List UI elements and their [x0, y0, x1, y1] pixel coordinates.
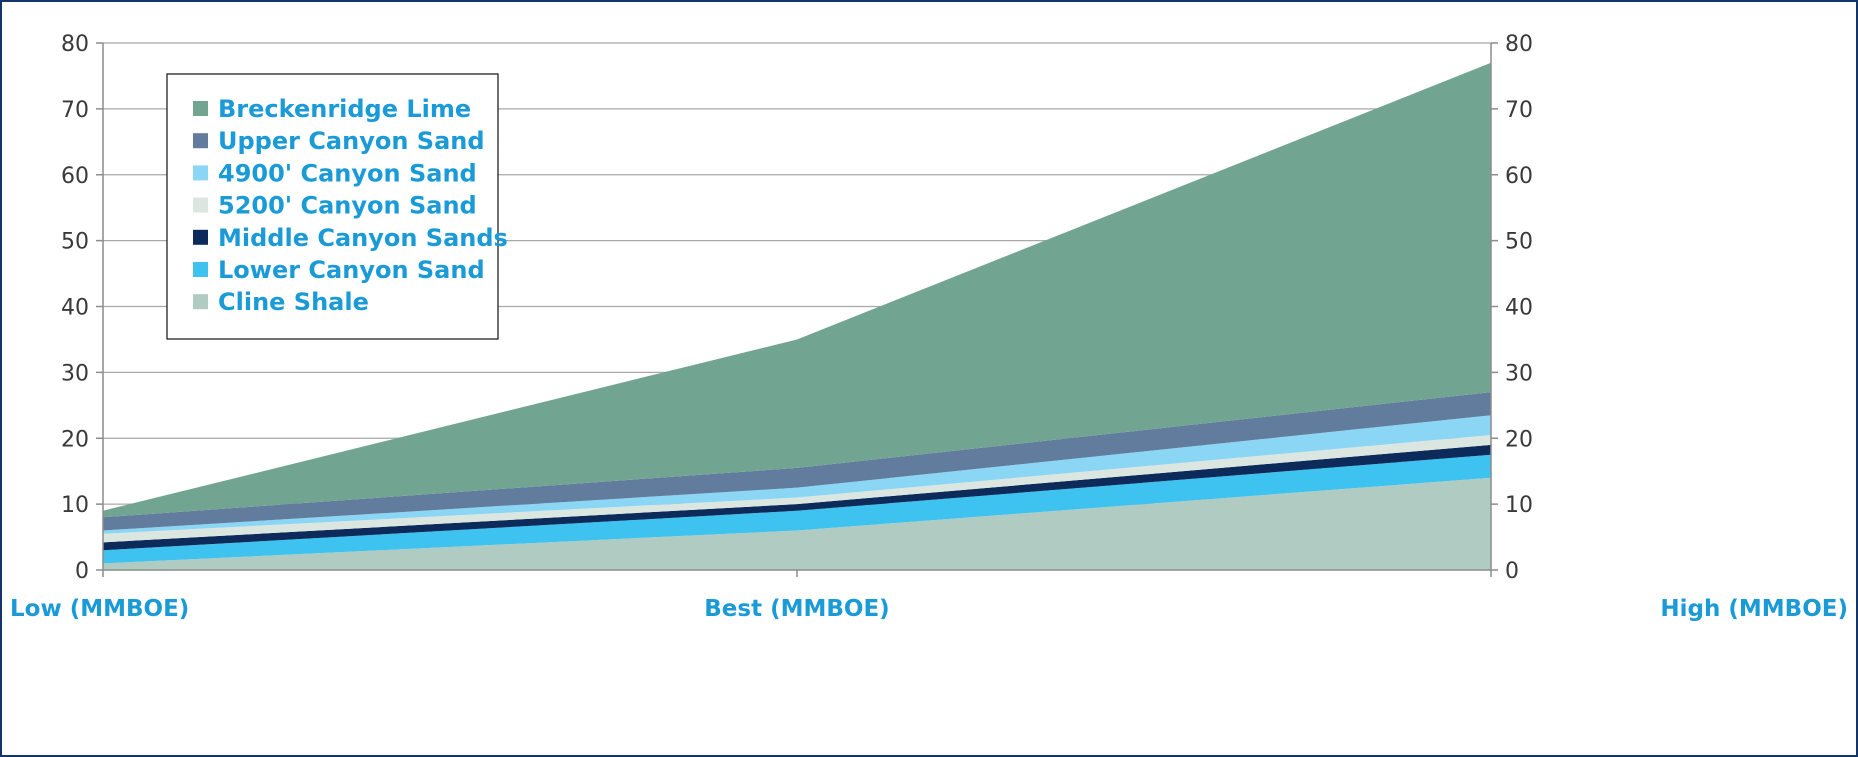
legend-label-breckenridge-lime: Breckenridge Lime: [218, 95, 471, 123]
right-tick-label-50: 50: [1505, 230, 1533, 255]
left-tick-label-80: 80: [61, 32, 89, 57]
left-tick-label-50: 50: [61, 230, 89, 255]
right-tick-label-80: 80: [1505, 32, 1533, 57]
area-series: [103, 62, 1491, 570]
left-tick-label-0: 0: [75, 559, 89, 584]
legend-label-middle-canyon-sands: Middle Canyon Sands: [218, 224, 508, 252]
area-breckenridge-lime: [103, 62, 1491, 518]
left-tick-label-20: 20: [61, 427, 89, 452]
right-tick-label-60: 60: [1505, 164, 1533, 189]
legend-swatch-breckenridge-lime: [193, 101, 208, 116]
category-label-best-mmboe: Best (MMBOE): [704, 596, 889, 622]
category-label-high-mmboe: High (MMBOE): [1660, 596, 1848, 622]
right-tick-label-0: 0: [1505, 559, 1519, 584]
legend-swatch-middle-canyon-sands: [193, 229, 208, 245]
left-tick-label-60: 60: [61, 164, 89, 189]
area-lower-canyon-sand: [103, 454, 1491, 564]
left-tick-label-10: 10: [61, 493, 89, 518]
legend-swatch-4900-canyon-sand: [193, 165, 208, 181]
area-5200-canyon-sand: [103, 434, 1491, 543]
legend: Breckenridge Lime Upper Canyon Sand 4900' …: [166, 73, 508, 340]
legend-box: [166, 73, 499, 340]
legend-swatch-cline-shale: [193, 294, 208, 310]
category-label-low-mmboe: Low (MMBOE): [10, 596, 189, 622]
legend-label-5200-canyon-sand: 5200' Canyon Sand: [218, 192, 477, 220]
right-tick-label-20: 20: [1505, 427, 1533, 452]
left-y-axis: 0 10 20 30 40 50 60 70 80: [61, 32, 103, 584]
area-4900-canyon-sand: [103, 415, 1491, 534]
right-tick-label-70: 70: [1505, 98, 1533, 123]
right-tick-label-10: 10: [1505, 493, 1533, 518]
left-tick-label-30: 30: [61, 361, 89, 386]
left-tick-label-40: 40: [61, 296, 89, 321]
left-tick-label-70: 70: [61, 98, 89, 123]
legend-label-cline-shale: Cline Shale: [218, 288, 369, 316]
legend-label-upper-canyon-sand: Upper Canyon Sand: [218, 127, 485, 155]
right-tick-label-40: 40: [1505, 296, 1533, 321]
right-y-axis: 0 10 20 30 40 50 60 70 80: [1491, 32, 1533, 584]
right-tick-label-30: 30: [1505, 361, 1533, 386]
legend-label-lower-canyon-sand: Lower Canyon Sand: [218, 256, 485, 284]
legend-swatch-lower-canyon-sand: [193, 262, 208, 277]
x-axis: Low (MMBOE) Best (MMBOE) High (MMBOE): [10, 570, 1848, 622]
area-middle-canyon-sands: [103, 444, 1491, 551]
legend-label-4900-canyon-sand: 4900' Canyon Sand: [218, 159, 477, 187]
legend-swatch-5200-canyon-sand: [193, 197, 208, 213]
area-upper-canyon-sand: [103, 392, 1491, 531]
legend-swatch-upper-canyon-sand: [193, 133, 208, 149]
